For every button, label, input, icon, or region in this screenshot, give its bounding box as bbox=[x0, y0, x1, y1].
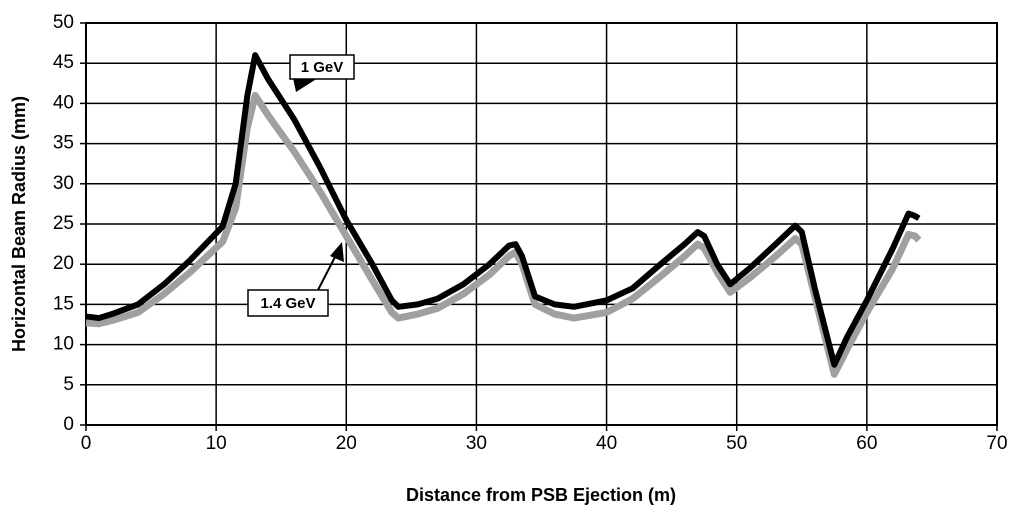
arrow-head bbox=[330, 242, 344, 262]
label-box bbox=[247, 289, 329, 317]
x-tick-label: 20 bbox=[336, 433, 357, 454]
x-tick-label: 0 bbox=[81, 433, 92, 454]
annotation-label: 1.4 GeV bbox=[260, 295, 315, 312]
y-tick-label: 30 bbox=[53, 173, 74, 194]
series-line bbox=[85, 52, 921, 368]
x-tick-label: 30 bbox=[466, 433, 487, 454]
annotation-14gev: 1.4 GeV bbox=[247, 242, 344, 317]
y-axis-title: Horizontal Beam Radius (mm) bbox=[9, 96, 29, 352]
y-tick-label: 5 bbox=[63, 374, 74, 395]
y-tick-label: 20 bbox=[53, 253, 74, 274]
x-tick-label: 70 bbox=[986, 433, 1007, 454]
annotation-label: 1 GeV bbox=[301, 59, 344, 76]
plot-area: 0 5 10 15 20 25 30 35 40 45 50 0 10 20 30 40 50 60 70 bbox=[53, 12, 1008, 454]
y-tick-label: 45 bbox=[53, 52, 74, 73]
y-tick-label: 50 bbox=[53, 12, 74, 33]
x-axis-title: Distance from PSB Ejection (m) bbox=[406, 485, 676, 505]
x-tick-label: 40 bbox=[596, 433, 617, 454]
x-tick-label: 60 bbox=[856, 433, 877, 454]
y-tick-label: 0 bbox=[63, 414, 74, 435]
y-tick-label: 40 bbox=[53, 92, 74, 113]
y-tick-label: 25 bbox=[53, 213, 74, 234]
x-tick-label: 10 bbox=[206, 433, 227, 454]
plot-frame bbox=[85, 22, 998, 426]
annotation-1gev: 1 GeV bbox=[289, 54, 355, 92]
y-tick-label: 10 bbox=[53, 334, 74, 355]
arrow bbox=[317, 254, 337, 291]
y-tick-label: 15 bbox=[53, 293, 74, 314]
y-tick-label: 35 bbox=[53, 133, 74, 154]
label-box bbox=[289, 54, 355, 80]
x-tick-label: 50 bbox=[726, 433, 747, 454]
